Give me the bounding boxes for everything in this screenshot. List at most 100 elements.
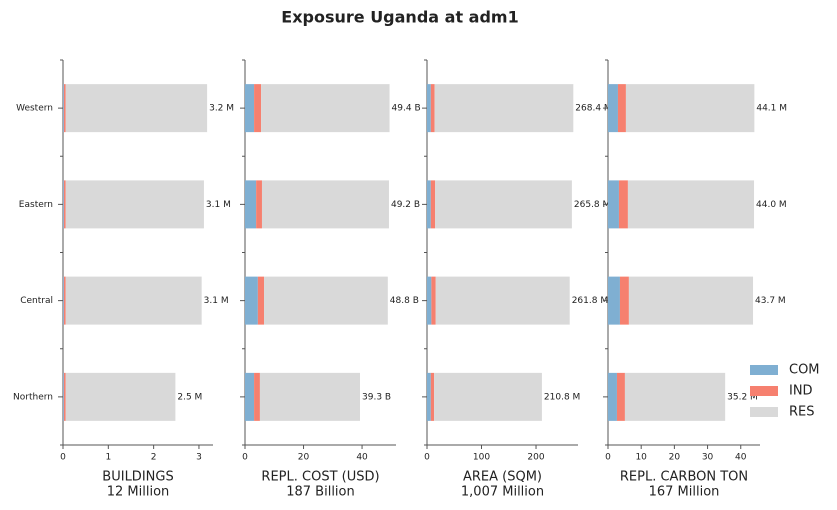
bar-segment: [627, 180, 755, 229]
x-tick-label: 30: [702, 453, 714, 463]
bar-segment: [63, 180, 64, 229]
bar-segment: [65, 372, 176, 421]
bar-segment: [427, 84, 431, 133]
total-label: 210.8 M: [544, 392, 580, 402]
bar-segment: [628, 276, 754, 325]
x-tick-label: 0: [424, 453, 430, 463]
total-label: 3.1 M: [204, 296, 229, 306]
x-tick-label: 40: [356, 453, 368, 463]
bar-segment: [259, 372, 361, 421]
x-tick-label: 100: [473, 453, 490, 463]
x-tick-label: 1: [105, 453, 111, 463]
bar-segment: [608, 84, 618, 133]
total-label: 39.3 B: [362, 392, 391, 402]
bar-segment: [430, 180, 436, 229]
bar-segment: [264, 276, 388, 325]
x-tick-label: 200: [527, 453, 544, 463]
bar-segment: [435, 180, 572, 229]
y-tick-label: Western: [16, 104, 53, 114]
legend-swatch: [750, 386, 778, 396]
x-axis-label: REPL. CARBON TON: [620, 470, 748, 485]
bar-segment: [617, 84, 626, 133]
bar-segment: [245, 276, 258, 325]
x-tick-label: 2: [151, 453, 157, 463]
total-label: 2.5 M: [177, 392, 202, 402]
bar-segment: [65, 84, 208, 133]
total-label: 44.1 M: [756, 104, 787, 114]
bar-segment: [63, 84, 66, 133]
bar-segment: [430, 372, 435, 421]
bar-segment: [254, 372, 260, 421]
x-axis-label: REPL. COST (USD): [261, 470, 379, 485]
total-label: 44.0 M: [756, 200, 787, 210]
bar-segment: [256, 180, 262, 229]
x-axis-label: 12 Million: [107, 485, 170, 500]
bar-segment: [616, 372, 625, 421]
y-tick-label: Central: [20, 296, 53, 306]
total-label: 43.7 M: [755, 296, 786, 306]
bar-segment: [245, 180, 257, 229]
bar-segment: [254, 84, 262, 133]
bar-segment: [63, 276, 66, 325]
bar-segment: [63, 372, 66, 421]
bar-segment: [65, 276, 202, 325]
total-label: 49.2 B: [391, 200, 420, 210]
bar-segment: [63, 276, 64, 325]
bar-segment: [245, 372, 255, 421]
bar-segment: [608, 276, 620, 325]
x-axis-label: AREA (SQM): [463, 470, 542, 485]
x-tick-label: 10: [635, 453, 647, 463]
legend-swatch: [750, 365, 778, 375]
bar-segment: [245, 84, 255, 133]
bar-segment: [427, 372, 431, 421]
x-tick-label: 0: [605, 453, 611, 463]
legend-label: IND: [789, 384, 813, 399]
bar-segment: [434, 84, 574, 133]
bar-segment: [619, 276, 629, 325]
bar-segment: [625, 84, 755, 133]
x-tick-label: 40: [735, 453, 747, 463]
bar-segment: [257, 276, 265, 325]
total-label: 49.4 B: [392, 104, 421, 114]
bar-segment: [427, 180, 431, 229]
x-axis-label: BUILDINGS: [102, 470, 173, 485]
bar-segment: [261, 84, 390, 133]
total-label: 268.4 M: [575, 104, 611, 114]
x-tick-label: 3: [196, 453, 202, 463]
y-tick-label: Eastern: [19, 200, 53, 210]
bar-segment: [608, 372, 617, 421]
legend-label: COM: [789, 363, 820, 378]
total-label: 35.2 M: [727, 392, 758, 402]
legend-swatch: [750, 407, 778, 417]
x-axis-label: 187 Billion: [286, 485, 355, 500]
bar-segment: [608, 180, 619, 229]
bar-segment: [434, 372, 542, 421]
chart-title: Exposure Uganda at adm1: [281, 8, 518, 27]
x-tick-label: 0: [242, 453, 248, 463]
bar-segment: [63, 372, 64, 421]
x-tick-label: 20: [298, 453, 310, 463]
bar-segment: [63, 180, 66, 229]
x-axis-label: 167 Million: [649, 485, 720, 500]
total-label: 265.8 M: [574, 200, 610, 210]
bar-segment: [431, 276, 436, 325]
bar-segment: [624, 372, 726, 421]
legend-label: RES: [789, 405, 815, 420]
total-label: 3.2 M: [209, 104, 234, 114]
x-tick-label: 20: [669, 453, 681, 463]
bar-segment: [261, 180, 389, 229]
y-tick-label: Northern: [13, 392, 53, 402]
bar-segment: [618, 180, 628, 229]
total-label: 48.8 B: [390, 296, 419, 306]
bar-segment: [65, 180, 204, 229]
bar-segment: [430, 84, 435, 133]
bar-segment: [435, 276, 570, 325]
x-axis-label: 1,007 Million: [461, 485, 544, 500]
x-tick-label: 0: [60, 453, 66, 463]
bar-segment: [63, 84, 64, 133]
total-label: 3.1 M: [206, 200, 231, 210]
bar-segment: [427, 276, 432, 325]
total-label: 261.8 M: [572, 296, 608, 306]
